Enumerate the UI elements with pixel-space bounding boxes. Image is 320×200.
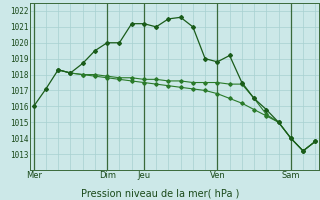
Text: Pression niveau de la mer( hPa ): Pression niveau de la mer( hPa ) [81,188,239,198]
